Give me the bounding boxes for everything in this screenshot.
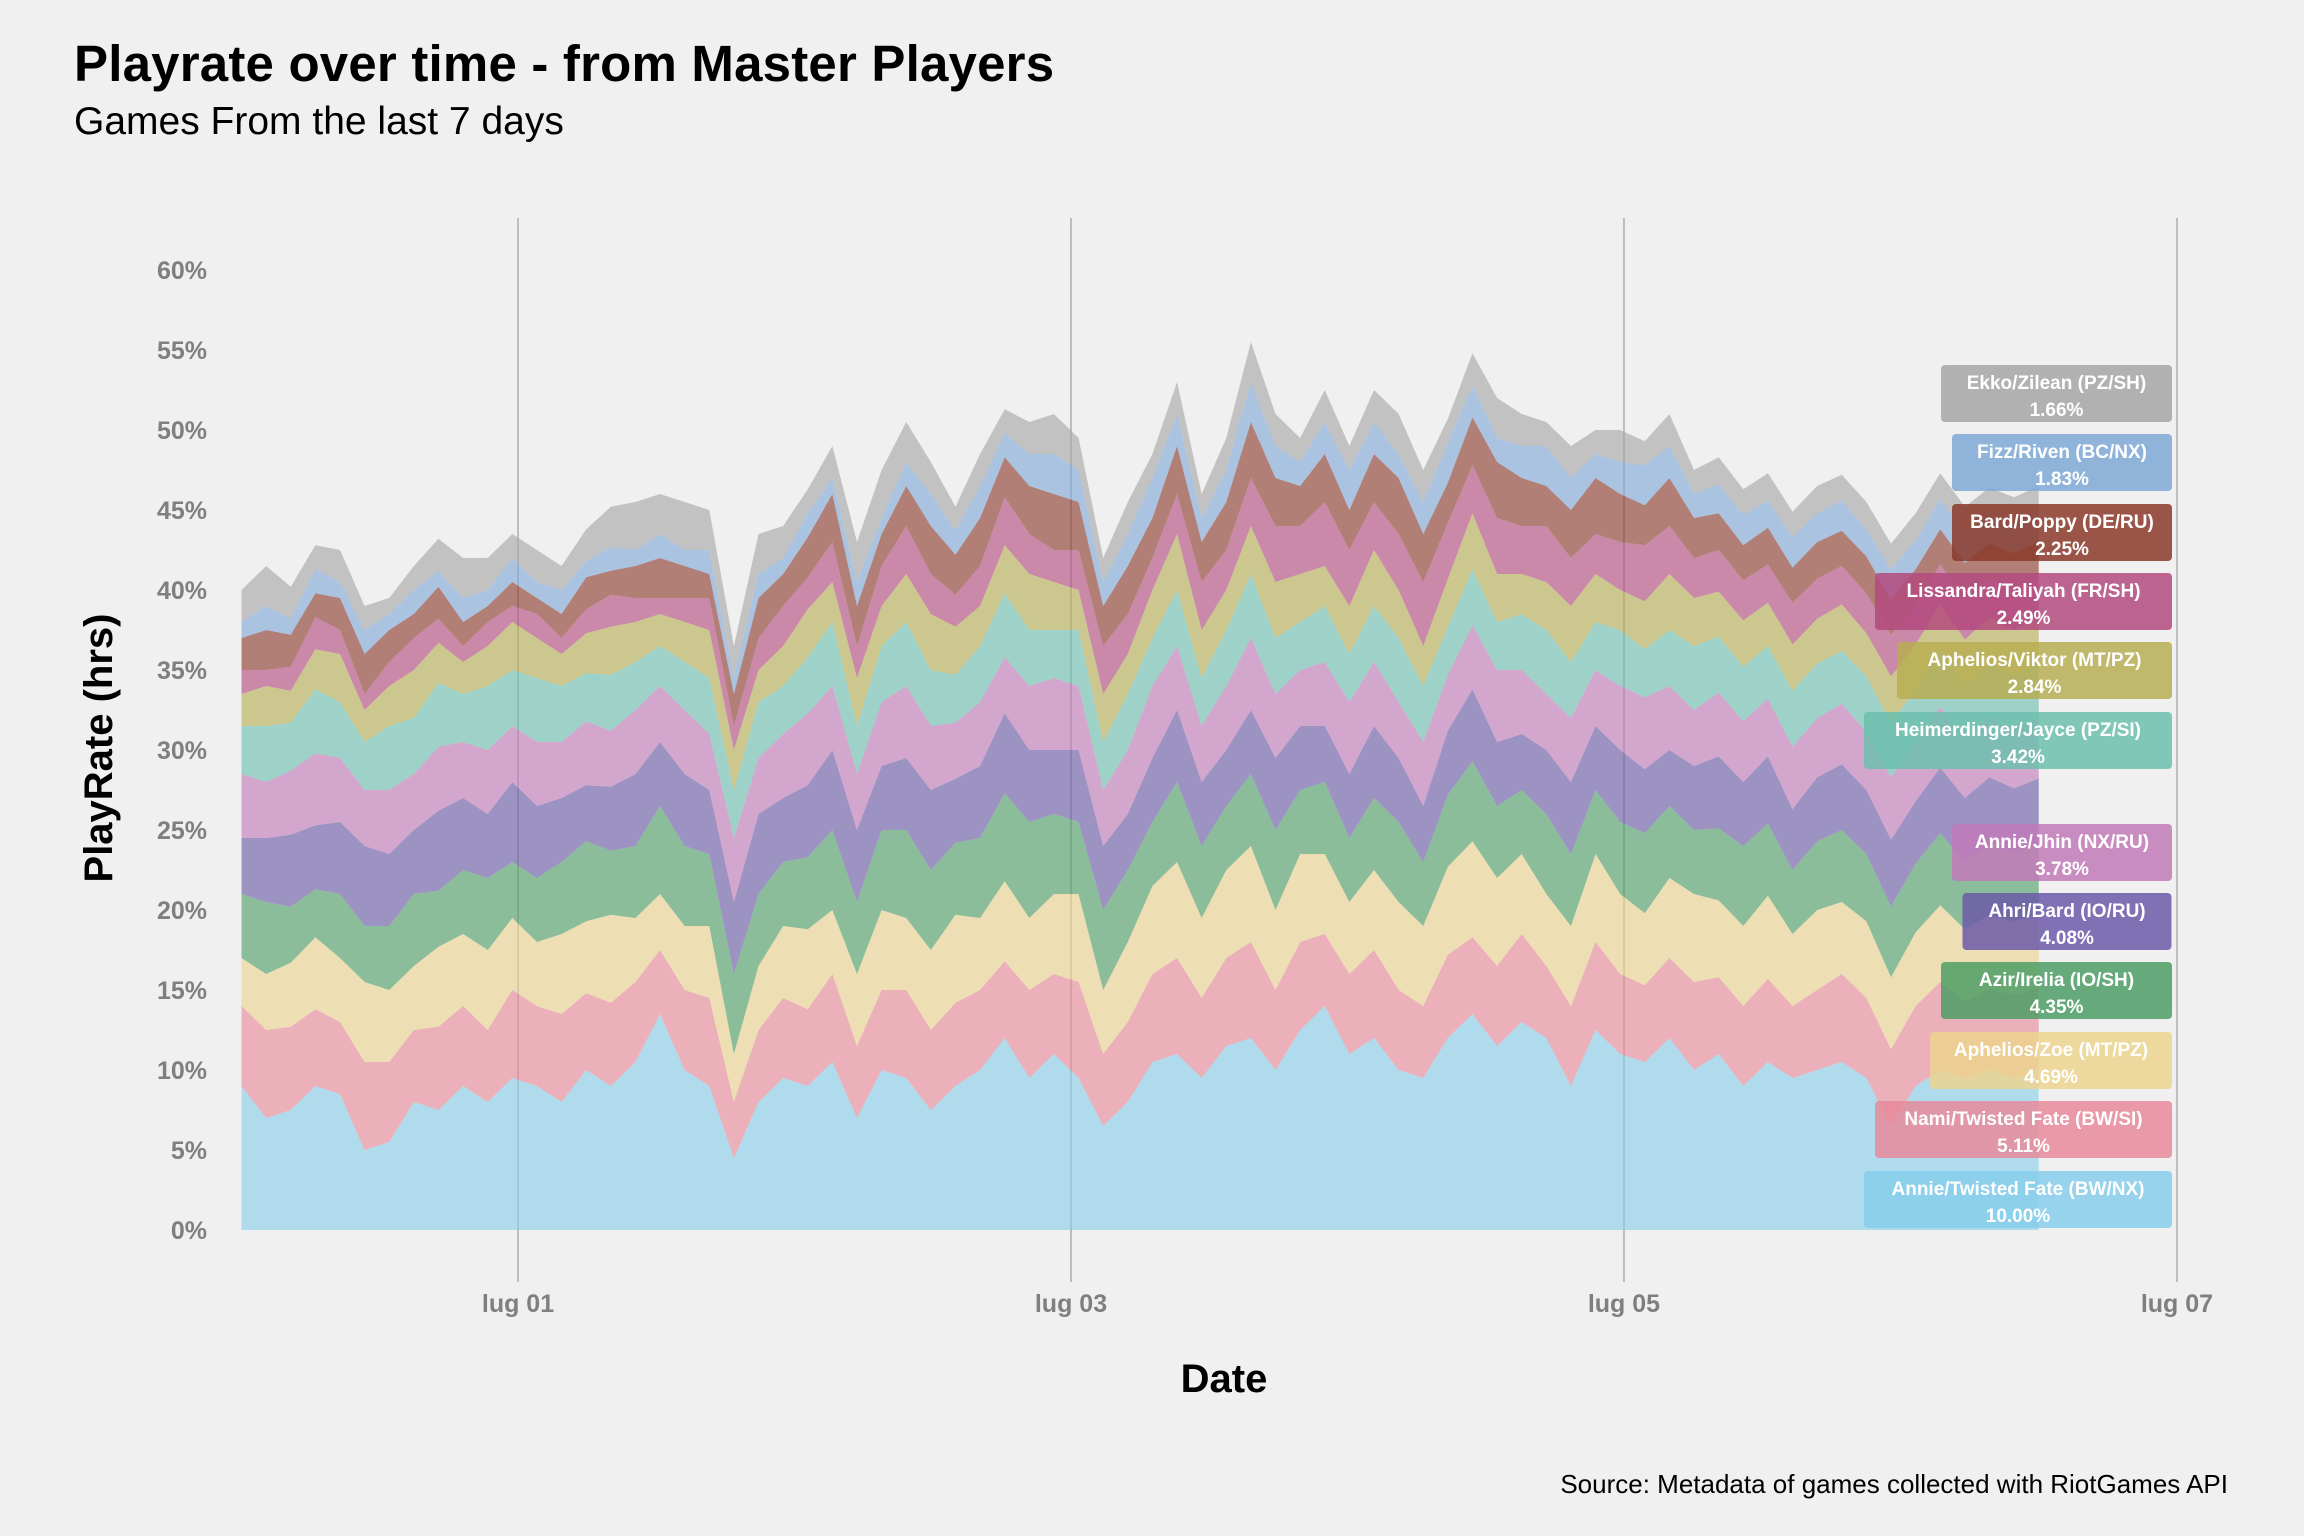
legend-series-value: 4.69% — [2024, 1067, 2078, 1088]
y-tick-label: 25% — [157, 817, 207, 845]
y-tick-label: 45% — [157, 497, 207, 525]
area-series — [241, 934, 2039, 1158]
area-series — [241, 569, 2039, 838]
legend-series-value: 4.35% — [2030, 997, 2084, 1018]
y-tick-label: 55% — [157, 337, 207, 365]
y-tick-label: 30% — [157, 737, 207, 765]
area-series — [241, 761, 2039, 1054]
legend-series-name: Aphelios/Zoe (MT/PZ) — [1954, 1040, 2148, 1061]
legend-label-box — [1864, 712, 2172, 769]
legend-label-box — [1952, 434, 2172, 491]
legend-series-value: 4.08% — [2040, 928, 2094, 949]
legend-label-box — [1864, 1171, 2172, 1228]
legend-series-name: Bard/Poppy (DE/RU) — [1970, 512, 2154, 533]
y-tick-label: 60% — [157, 257, 207, 285]
legend-label-box — [1952, 504, 2172, 561]
legend-series-value: 1.83% — [2035, 469, 2089, 490]
legend-series-name: Heimerdinger/Jayce (PZ/SI) — [1895, 720, 2141, 741]
legend-series-value: 2.25% — [2035, 539, 2089, 560]
x-tick-label: lug 03 — [1035, 1290, 1107, 1318]
legend-series-name: Ekko/Zilean (PZ/SH) — [1967, 373, 2146, 394]
chart-subtitle: Games From the last 7 days — [74, 100, 564, 143]
legend-series-name: Lissandra/Taliyah (FR/SH) — [1906, 581, 2140, 602]
y-tick-label: 10% — [157, 1057, 207, 1085]
legend-series-value: 5.11% — [1997, 1136, 2050, 1157]
legend-series-value: 3.78% — [2035, 859, 2089, 880]
legend-series-name: Azir/Irelia (IO/SH) — [1979, 970, 2134, 991]
y-axis-title: PlayRate (hrs) — [77, 614, 121, 883]
x-axis-ticks: lug 01 lug 03 lug 05 lug 07 — [482, 1290, 2213, 1318]
legend-series-value: 3.42% — [1991, 747, 2045, 768]
chart-title: Playrate over time - from Master Players — [74, 35, 1055, 92]
legend-series-value: 2.84% — [2008, 677, 2062, 698]
area-series — [241, 417, 2039, 726]
legend-series-name: Nami/Twisted Fate (BW/SI) — [1904, 1109, 2142, 1130]
legend-series-name: Ahri/Bard (IO/RU) — [1988, 901, 2145, 922]
area-series — [241, 841, 2039, 1102]
x-axis-title: Date — [1181, 1357, 1268, 1401]
area-series — [241, 1006, 2039, 1230]
legend-series-name: Aphelios/Viktor (MT/PZ) — [1928, 650, 2142, 671]
legend-label-box — [1952, 824, 2172, 881]
y-tick-label: 20% — [157, 897, 207, 925]
legend-label-box — [1962, 893, 2172, 950]
x-tick-label: lug 01 — [482, 1290, 554, 1318]
legend-label-box — [1897, 642, 2172, 699]
area-series — [241, 465, 2039, 750]
legend-label-box — [1875, 573, 2172, 630]
legend-series-value: 1.66% — [2030, 400, 2084, 421]
legend-label-box — [1930, 1032, 2172, 1089]
y-tick-label: 40% — [157, 577, 207, 605]
y-tick-label: 15% — [157, 977, 207, 1005]
y-tick-label: 50% — [157, 417, 207, 445]
legend-label-box — [1875, 1101, 2172, 1158]
inline-legend: Annie/Twisted Fate (BW/NX) 10.00% Nami/Twi… — [1864, 365, 2172, 1228]
area-series — [241, 382, 2039, 694]
stacked-areas — [241, 342, 2039, 1230]
legend-series-value: 10.00% — [1986, 1206, 2051, 1227]
legend-label-box — [1941, 365, 2172, 422]
legend-series-name: Annie/Twisted Fate (BW/NX) — [1892, 1179, 2145, 1200]
legend-series-name: Annie/Jhin (NX/RU) — [1975, 832, 2149, 853]
x-tick-label: lug 07 — [2141, 1290, 2213, 1318]
y-tick-label: 0% — [171, 1217, 207, 1245]
area-series — [241, 513, 2039, 790]
legend-series-value: 2.49% — [1997, 608, 2051, 629]
chart-caption: Source: Metadata of games collected with… — [1560, 1469, 2228, 1499]
y-tick-label: 5% — [171, 1137, 207, 1165]
legend-label-box — [1941, 962, 2172, 1019]
area-series — [241, 689, 2039, 974]
legend-series-name: Fizz/Riven (BC/NX) — [1977, 442, 2147, 463]
area-series — [241, 625, 2039, 902]
y-axis-ticks: 0% 5% 10% 15% 20% 25% 30% 35% 40% 45% 50% 55% 60% — [157, 257, 207, 1245]
x-tick-label: lug 05 — [1588, 1290, 1660, 1318]
y-tick-label: 35% — [157, 657, 207, 685]
